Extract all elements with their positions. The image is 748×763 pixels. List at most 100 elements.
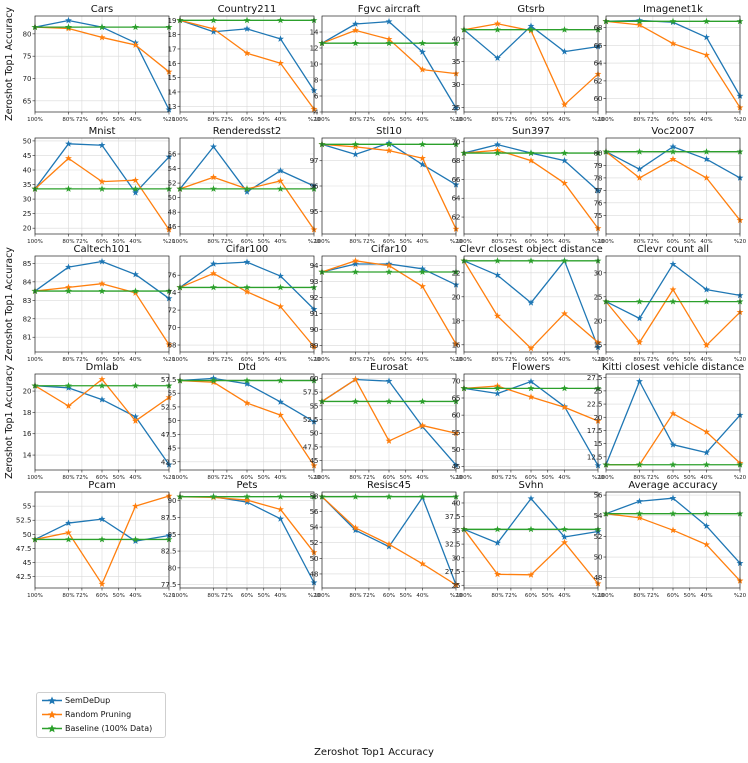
point-baseline: [132, 382, 139, 389]
y-tick-label: 58: [310, 492, 319, 500]
subplot-pets: 77.5 80 82.5 85 87.5 90 100% 80% 72% 60% 50% 40% %20…: [161, 480, 321, 599]
axes-frame: [321, 15, 457, 113]
figure-xlabel: Zeroshot Top1 Accuracy: [314, 747, 434, 758]
point-baseline: [210, 376, 217, 384]
point-semdedup: [636, 497, 643, 505]
y-tick-label: 30: [23, 196, 32, 204]
x-tick-label: 60%: [96, 475, 108, 481]
y-tick-label: 94: [310, 262, 319, 270]
row-ylabel: Zeroshot Top1 Accuracy: [4, 365, 15, 479]
y-tick-label: 52.5: [161, 403, 177, 411]
x-tick-label: 80%: [633, 475, 645, 481]
y-tick-label: 56: [594, 492, 603, 500]
x-tick-label: 50%: [113, 239, 125, 245]
subplot-title: Average accuracy: [628, 480, 717, 491]
y-tick-label: 50: [310, 430, 319, 438]
subplot-title: Fgvc aircraft: [358, 4, 421, 15]
point-baseline: [494, 149, 501, 156]
point-semdedup: [132, 189, 139, 196]
y-tick-label: 18: [452, 317, 461, 325]
subplot-voc2007: 75 76 77 78 79 80 100% 80% 72% 60% 50% 40% %20 Voc200…: [594, 126, 747, 245]
point-semdedup: [98, 515, 106, 523]
x-tick-label: %20: [592, 357, 605, 363]
point-baseline: [703, 298, 710, 305]
point-baseline: [98, 382, 106, 389]
x-tick-label: 80%: [633, 593, 645, 599]
point-random: [419, 560, 426, 567]
x-tick-label: 40%: [558, 593, 570, 599]
axes-frame: [605, 15, 741, 113]
y-tick-label: 50: [310, 555, 319, 563]
x-tick-label: 50%: [542, 239, 554, 245]
y-tick-label: 22.5: [587, 401, 603, 409]
y-tick-label: 35: [23, 181, 32, 189]
point-baseline: [352, 397, 359, 405]
x-tick-label: 60%: [96, 357, 108, 363]
y-tick-label: 52: [168, 180, 177, 188]
y-tick-label: 50: [168, 194, 177, 202]
y-tick-label: 40: [23, 167, 32, 175]
y-tick-label: 27.5: [445, 568, 461, 576]
axes-frame: [179, 137, 315, 235]
point-semdedup: [132, 413, 139, 420]
point-random: [703, 51, 710, 59]
x-tick-label: 100%: [172, 357, 188, 363]
x-tick-label: 50%: [542, 117, 554, 123]
y-tick-label: 14: [168, 88, 177, 96]
x-tick-label: 50%: [400, 239, 412, 245]
point-random: [385, 35, 393, 43]
x-tick-label: 80%: [349, 357, 361, 363]
point-random: [527, 344, 535, 352]
y-tick-label: 55: [168, 390, 177, 398]
axes-frame: [321, 255, 457, 353]
y-tick-label: 79: [594, 162, 603, 170]
point-baseline: [527, 257, 535, 264]
point-random: [703, 174, 710, 181]
x-tick-label: %20: [450, 357, 463, 363]
legend: SemDeDup Random Pruning Baseline (100% D…: [36, 692, 166, 738]
x-tick-label: 60%: [241, 239, 253, 245]
point-random: [210, 25, 217, 32]
subplot-clevr-count-all: 15 20 25 30 100% 80% 72% 60% 50% 40% %20 Clevr coun…: [594, 244, 747, 363]
axes-frame: [34, 15, 170, 113]
point-baseline: [98, 185, 106, 192]
y-tick-label: 15: [594, 440, 603, 448]
subplot-cifar10: 89 90 91 92 93 94 100% 80% 72% 60% 50% 40% %20 Cifar1…: [310, 244, 463, 363]
y-tick-label: 52: [310, 539, 319, 547]
y-tick-label: 25: [594, 293, 603, 301]
subplot-dmlab: 14 16 18 20 100% 80% 72% 60% 50% 40% %20 Dmlab: [23, 362, 176, 481]
point-baseline: [636, 298, 643, 305]
point-random: [636, 514, 643, 521]
x-tick-label: 40%: [274, 239, 286, 245]
point-semdedup: [494, 140, 501, 148]
x-tick-label: 80%: [491, 239, 503, 245]
point-semdedup: [703, 286, 710, 293]
x-tick-label: 100%: [598, 593, 614, 599]
point-random: [703, 428, 710, 435]
y-tick-label: 6: [314, 93, 319, 101]
y-tick-label: 18: [168, 31, 177, 39]
y-tick-label: 57.5: [303, 389, 319, 397]
y-tick-label: 16: [23, 430, 32, 438]
x-tick-label: 40%: [700, 117, 712, 123]
x-tick-label: 50%: [400, 357, 412, 363]
y-tick-label: 20: [23, 225, 32, 233]
y-tick-label: 27.5: [587, 374, 603, 382]
subplot-title: Voc2007: [651, 126, 694, 137]
point-random: [132, 502, 139, 510]
axes-frame: [34, 491, 170, 589]
point-random: [132, 417, 139, 424]
row-ylabel: Zeroshot Top1 Accuracy: [4, 7, 15, 121]
x-tick-label: 60%: [667, 593, 679, 599]
x-tick-label: 50%: [113, 593, 125, 599]
x-tick-label: 80%: [62, 475, 74, 481]
point-baseline: [98, 287, 106, 294]
axes-frame: [605, 491, 741, 589]
x-tick-label: 40%: [129, 475, 141, 481]
x-tick-label: 72%: [221, 357, 233, 363]
y-tick-label: 16: [452, 341, 461, 349]
x-tick-label: 40%: [129, 117, 141, 123]
point-random: [352, 524, 359, 531]
axes-frame: [321, 373, 457, 471]
y-tick-label: 47.5: [16, 545, 32, 553]
